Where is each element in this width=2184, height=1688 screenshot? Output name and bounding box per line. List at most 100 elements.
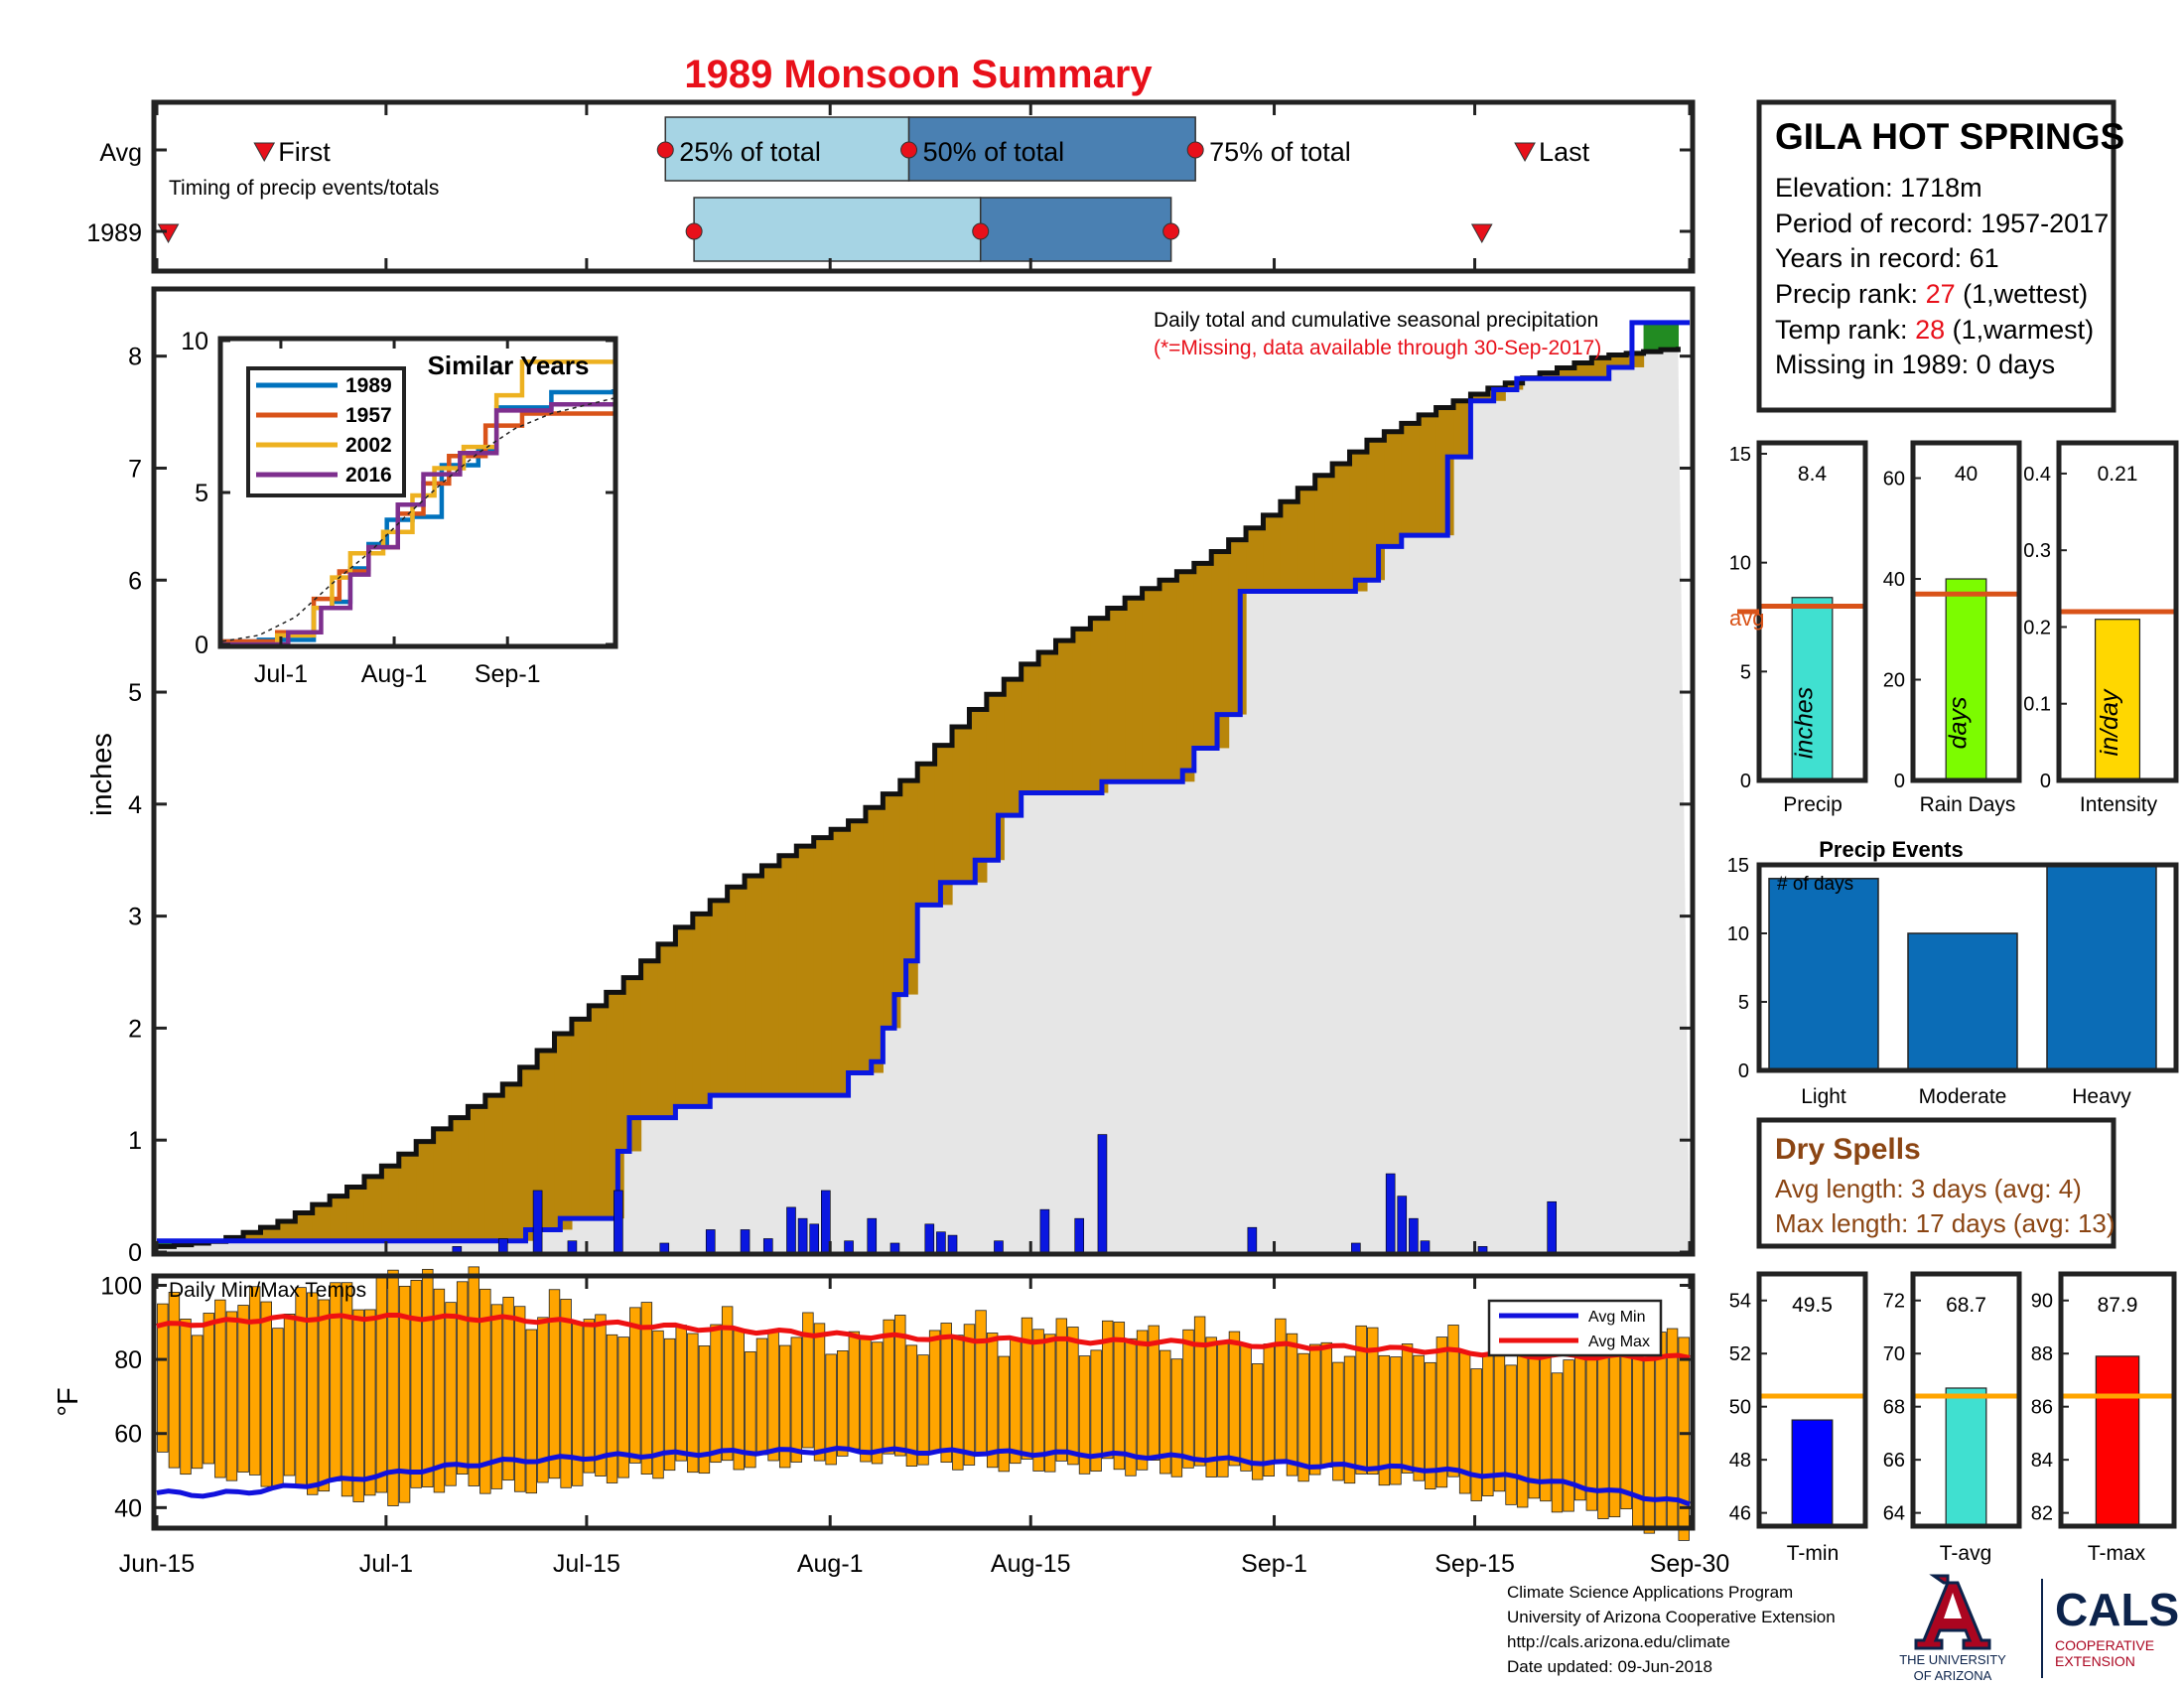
footer-line-1: Climate Science Applications Program bbox=[1507, 1583, 1793, 1602]
cumulative-difference-segment bbox=[1107, 608, 1126, 782]
daily-temp-bar bbox=[352, 1309, 364, 1502]
cumulative-difference-segment bbox=[295, 1212, 314, 1241]
cumulative-difference-segment bbox=[1557, 367, 1575, 379]
precip-rank-note: (1,wettest) bbox=[1956, 279, 2089, 309]
temp-legend-box bbox=[1487, 1299, 1663, 1357]
inset-avg-line bbox=[221, 397, 614, 642]
daily-temp-bar bbox=[1297, 1352, 1309, 1482]
mini-panel-tick-label: 84 bbox=[2031, 1450, 2053, 1472]
main-y-tick-label: 4 bbox=[128, 791, 142, 819]
cumulative-difference-segment bbox=[1246, 527, 1265, 592]
x-axis-ticks: Jun-15 Jul-1 Jul-15 Aug-1 Aug-15 Sep-1 Sep-15 S… bbox=[119, 102, 1729, 1578]
events-category-label: Light bbox=[1801, 1085, 1846, 1108]
university-of-arizona-logo: THE UNIVERSITY OF ARIZONA bbox=[1899, 1574, 2006, 1683]
daily-temp-bar bbox=[1551, 1372, 1564, 1513]
inset-series-line-2016 bbox=[222, 402, 614, 647]
cumulative-difference-segment bbox=[502, 1083, 521, 1241]
chart-title: 1989 Monsoon Summary bbox=[684, 53, 1153, 96]
cumulative-difference-segment bbox=[416, 1141, 435, 1241]
cumulative-difference-segment bbox=[848, 820, 867, 1073]
events-bar-heavy bbox=[2046, 864, 2157, 1071]
daily-temp-bar bbox=[168, 1292, 181, 1469]
inset-x-tick-label: Jul-1 bbox=[254, 660, 308, 688]
mini-panel-value-label: 8.4 bbox=[1798, 463, 1828, 486]
x-tick-label: Aug-1 bbox=[797, 1550, 864, 1578]
daily-precip-bar bbox=[936, 1231, 946, 1253]
cumulative-difference-segment bbox=[899, 780, 918, 995]
avg-max-temp-line bbox=[156, 1312, 1691, 1362]
cumulative-difference-segment bbox=[969, 709, 988, 883]
daily-temp-bar bbox=[318, 1299, 331, 1492]
daily-temp-bar bbox=[1355, 1325, 1367, 1475]
cumulative-difference-segment bbox=[917, 764, 936, 906]
daily-temp-bar bbox=[1435, 1336, 1448, 1488]
cumulative-difference-segment bbox=[363, 1176, 382, 1241]
mini-panel-tick-label: 82 bbox=[2031, 1503, 2053, 1525]
daily-temp-bar bbox=[1401, 1343, 1414, 1474]
rain-days-x-label: Rain Days bbox=[1920, 793, 2016, 816]
daily-temp-bar bbox=[1043, 1334, 1056, 1473]
daily-temp-bar bbox=[1470, 1368, 1482, 1501]
daily-temp-bar bbox=[1102, 1320, 1114, 1460]
x-tick-label: Jul-15 bbox=[553, 1550, 620, 1578]
mini-panel-tick-label: 0 bbox=[1740, 771, 1751, 792]
cumulative-difference-segment bbox=[865, 807, 884, 1073]
cumulative-difference-segment bbox=[1505, 382, 1524, 390]
daily-temp-bar bbox=[755, 1337, 768, 1456]
daily-temp-bar bbox=[745, 1350, 756, 1469]
main-y-tick-label: 8 bbox=[128, 344, 142, 371]
quartile-75-label: 75% of total bbox=[1209, 137, 1351, 167]
cumulative-difference-segment bbox=[640, 960, 659, 1118]
cumulative-difference-segment bbox=[312, 1204, 331, 1241]
daily-temp-bar bbox=[860, 1336, 872, 1463]
footer-line-4: Date updated: 09-Jun-2018 bbox=[1507, 1657, 1712, 1676]
daily-temp-bar bbox=[560, 1299, 572, 1488]
daily-precip-bar bbox=[1039, 1208, 1050, 1253]
station-info-box: GILA HOT SPRINGS Elevation: 1718m Period… bbox=[1756, 99, 2124, 413]
daily-temp-bar bbox=[1021, 1317, 1033, 1460]
cumulative-difference-segment bbox=[260, 1227, 279, 1241]
cumulative-difference-segment bbox=[1314, 475, 1333, 592]
precip-x-label: Precip bbox=[1783, 793, 1843, 816]
daily-temp-bar bbox=[595, 1314, 607, 1477]
daily-temp-bar bbox=[1332, 1361, 1344, 1481]
cumulative-difference-segment bbox=[934, 745, 953, 906]
mini-panel-tick-label: 20 bbox=[1883, 670, 1905, 692]
daily-temp-bar bbox=[1378, 1354, 1391, 1486]
temp-summary-bars: 46 48 50 52 54 49.5 64 66 68 70 72 68.7 82 84 86 88 90 87… bbox=[1729, 1271, 2177, 1529]
daily-temp-bar bbox=[410, 1279, 422, 1488]
intensity-panel: 0 0.1 0.2 0.3 0.4 0.21 in/day bbox=[2023, 440, 2179, 792]
daily-precip-bar bbox=[1420, 1240, 1431, 1253]
daily-temp-bar bbox=[790, 1336, 803, 1463]
daily-temp-bar bbox=[675, 1325, 687, 1462]
t-avg-bar bbox=[1945, 1387, 1987, 1527]
daily-temp-bar bbox=[157, 1303, 169, 1453]
daily-temp-bar bbox=[375, 1277, 388, 1493]
inset-x-tick-label: Aug-1 bbox=[361, 660, 428, 688]
daily-precip-bar bbox=[994, 1240, 1004, 1253]
events-y-tick-label: 15 bbox=[1727, 855, 1749, 877]
footer-credits: Climate Science Applications Program Uni… bbox=[1507, 1583, 1836, 1676]
daily-precip-bar bbox=[947, 1234, 958, 1253]
cals-logo-text: CALS bbox=[2055, 1584, 2179, 1635]
daily-temp-bar bbox=[1090, 1349, 1102, 1473]
cumulative-difference-segment bbox=[1384, 431, 1403, 547]
main-y-axis-label: inches bbox=[86, 733, 118, 816]
cumulative-difference-segment bbox=[1332, 463, 1351, 592]
cumulative-difference-segment bbox=[1349, 452, 1368, 592]
mini-panel-tick-label: 70 bbox=[1883, 1343, 1905, 1365]
daily-precip-bar bbox=[867, 1217, 878, 1253]
precip-summary-bars: 0 5 10 15 8.4 inches 0 20 40 60 40 days 0 0.1 0.2 0.3 0.… bbox=[1729, 440, 2179, 792]
daily-temp-bar bbox=[1113, 1322, 1126, 1471]
daily-temp-bar bbox=[1136, 1330, 1149, 1471]
daily-temp-bar bbox=[1585, 1346, 1598, 1511]
mini-panel-frame bbox=[1756, 1271, 1868, 1529]
daily-temp-bar bbox=[917, 1354, 929, 1466]
timing-triangle-marker bbox=[1514, 142, 1536, 163]
temp-rank-label: Temp rank: bbox=[1775, 315, 1915, 345]
cumulative-difference-segment bbox=[952, 727, 971, 883]
daily-temp-bar bbox=[617, 1336, 629, 1478]
inset-ticks: 0 5 10 Jul-1 Aug-1 Sep-1 bbox=[181, 328, 615, 688]
mini-panel-tick-label: 60 bbox=[1883, 469, 1905, 491]
